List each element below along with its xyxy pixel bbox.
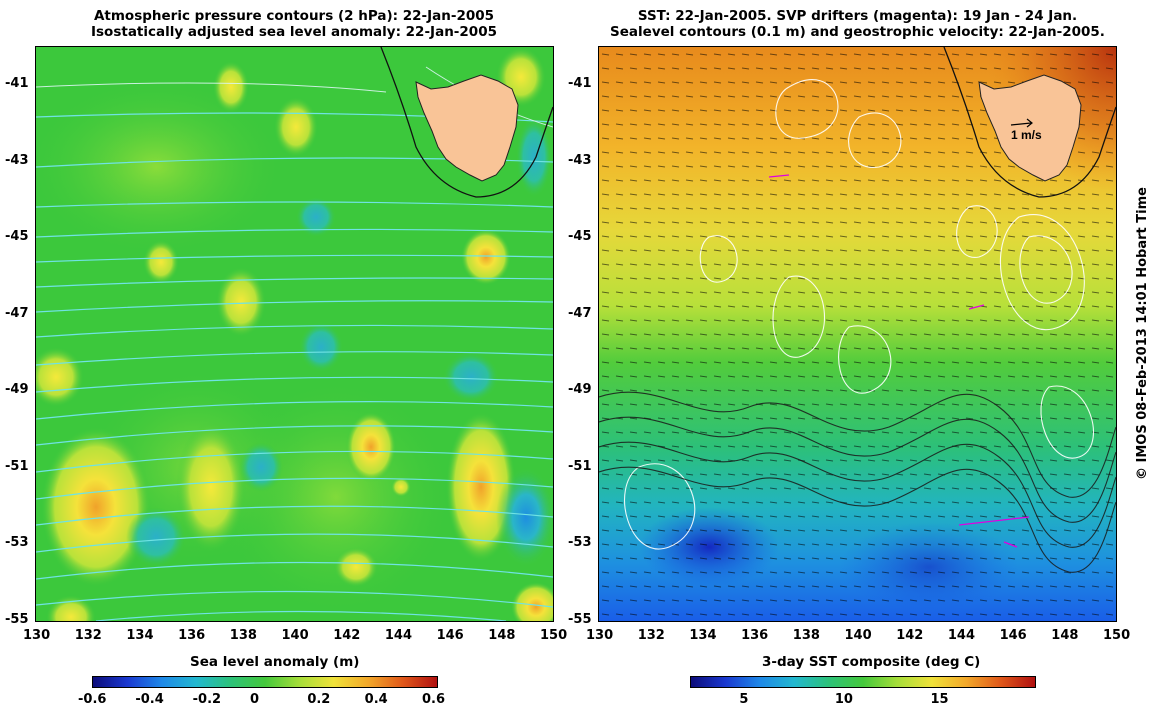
left-colorbar bbox=[92, 676, 438, 688]
left-colorbar-tick: -0.2 bbox=[192, 692, 222, 707]
sst-y-tick: -41 bbox=[568, 76, 592, 92]
sst-x-tick: 130 bbox=[586, 628, 614, 643]
sla-y-tick: -49 bbox=[5, 382, 29, 398]
sla-y-tick: -47 bbox=[5, 305, 29, 321]
left-colorbar-tick: 0.6 bbox=[422, 692, 446, 707]
sla-y-tick: -41 bbox=[5, 76, 29, 92]
sst-x-tick: 142 bbox=[896, 628, 924, 643]
sla-x-tick: 144 bbox=[384, 628, 413, 643]
sst-x-tick: 144 bbox=[947, 628, 976, 643]
right-colorbar bbox=[690, 676, 1036, 688]
velocity-scale-label: 1 m/s bbox=[1011, 128, 1042, 142]
sla-x-tick: 150 bbox=[540, 628, 568, 643]
sla-x-tick: 138 bbox=[229, 628, 257, 643]
right-title-line1: SST: 22-Jan-2005. SVP drifters (magenta)… bbox=[637, 8, 1078, 24]
left-title: Atmospheric pressure contours (2 hPa): 2… bbox=[35, 8, 553, 40]
sst-y-tick: -43 bbox=[568, 152, 592, 168]
sst-y-tick: -55 bbox=[568, 612, 592, 627]
tasmania-land-sst bbox=[978, 74, 1082, 182]
sst-x-tick: 136 bbox=[741, 628, 769, 643]
tasmania-land bbox=[415, 74, 519, 182]
right-colorbar-tick: 15 bbox=[930, 692, 949, 707]
sla-x-tick: 146 bbox=[436, 628, 464, 643]
sst-map: 1 m/s bbox=[598, 46, 1117, 622]
sst-y-tick: -45 bbox=[568, 229, 592, 245]
sst-y-tick: -47 bbox=[568, 305, 592, 321]
sla-x-tick: 142 bbox=[333, 628, 361, 643]
sealevel-contours bbox=[624, 79, 1094, 550]
right-title: SST: 22-Jan-2005. SVP drifters (magenta)… bbox=[585, 8, 1130, 40]
sla-blob bbox=[213, 61, 249, 113]
sst-x-tick: 138 bbox=[792, 628, 820, 643]
front-contours bbox=[599, 391, 1116, 573]
sst-y-tick: -49 bbox=[568, 382, 592, 398]
svp-drifter-tracks bbox=[768, 174, 1030, 548]
left-title-line1: Atmospheric pressure contours (2 hPa): 2… bbox=[93, 8, 495, 24]
right-title-line2: Sealevel contours (0.1 m) and geostrophi… bbox=[610, 24, 1105, 40]
sla-x-tick: 132 bbox=[74, 628, 102, 643]
sla-y-tick: -53 bbox=[5, 535, 29, 551]
sla-map-graphic bbox=[36, 47, 553, 621]
sst-x-tick: 146 bbox=[999, 628, 1027, 643]
sla-y-tick: -45 bbox=[5, 229, 29, 245]
left-colorbar-tick: -0.6 bbox=[78, 692, 107, 707]
sla-x-tick: 148 bbox=[488, 628, 516, 643]
left-title-line2: Isostatically adjusted sea level anomaly… bbox=[91, 24, 497, 40]
left-colorbar-tick: 0 bbox=[250, 692, 260, 707]
left-colorbar-tick: 0.2 bbox=[307, 692, 331, 707]
sst-x-tick: 148 bbox=[1051, 628, 1079, 643]
sla-x-tick: 134 bbox=[126, 628, 154, 643]
left-colorbar-tick: 0.4 bbox=[364, 692, 388, 707]
left-colorbar-tick: -0.4 bbox=[135, 692, 164, 707]
left-colorbar-title: Sea level anomaly (m) bbox=[190, 654, 360, 670]
sla-y-tick: -51 bbox=[5, 458, 29, 474]
sst-y-tick: -53 bbox=[568, 535, 592, 551]
sst-x-tick: 132 bbox=[637, 628, 665, 643]
sst-y-tick: -51 bbox=[568, 458, 592, 474]
sst-x-tick: 140 bbox=[844, 628, 872, 643]
sst-x-tick: 134 bbox=[689, 628, 717, 643]
right-colorbar-tick: 5 bbox=[739, 692, 749, 707]
right-colorbar-tick: 10 bbox=[834, 692, 853, 707]
sla-y-tick: -43 bbox=[5, 152, 29, 168]
sla-y-tick: -55 bbox=[5, 612, 29, 627]
sla-x-tick: 136 bbox=[178, 628, 206, 643]
sla-x-tick: 140 bbox=[281, 628, 309, 643]
pressure-contours bbox=[36, 112, 553, 621]
right-colorbar-title: 3-day SST composite (deg C) bbox=[762, 654, 981, 670]
credit-text: © IMOS 08-Feb-2013 14:01 Hobart Time bbox=[1135, 187, 1150, 480]
sst-x-tick: 150 bbox=[1103, 628, 1131, 643]
sst-map-graphic: 1 m/s bbox=[599, 47, 1116, 621]
sla-map bbox=[35, 46, 554, 622]
sla-x-tick: 130 bbox=[23, 628, 51, 643]
velocity-scale-arrow bbox=[1010, 122, 1032, 126]
